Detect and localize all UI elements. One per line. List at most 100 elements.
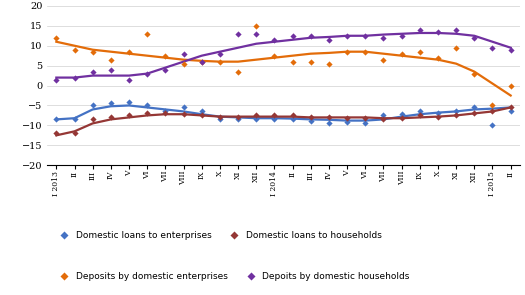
Point [52, 117, 60, 122]
Point [197, 113, 206, 118]
Point [52, 77, 60, 82]
Point [70, 131, 79, 136]
Point [325, 61, 333, 66]
Point [197, 59, 206, 64]
Point [397, 112, 406, 117]
Point [107, 115, 115, 120]
Point [397, 33, 406, 38]
Point [252, 113, 260, 118]
Point [52, 131, 60, 136]
Point [180, 51, 188, 56]
Point [325, 121, 333, 126]
Point [107, 67, 115, 72]
Point [379, 35, 387, 40]
Point [507, 105, 515, 110]
Point [470, 111, 478, 116]
Point [107, 101, 115, 106]
Point [343, 49, 351, 54]
Point [89, 102, 97, 107]
Point [361, 116, 370, 121]
Point [216, 117, 224, 122]
Point [270, 117, 279, 122]
Point [379, 113, 387, 118]
Point [216, 51, 224, 56]
Point [125, 100, 133, 105]
Point [125, 49, 133, 54]
Point [488, 45, 497, 50]
Point [379, 57, 387, 62]
Point [180, 112, 188, 117]
Point [161, 67, 170, 72]
Point [307, 33, 315, 38]
Point [270, 113, 279, 118]
Point [52, 35, 60, 40]
Point [434, 114, 442, 119]
Point [143, 111, 151, 116]
Point [307, 118, 315, 123]
Point [343, 116, 351, 121]
Point [452, 109, 460, 114]
Point [180, 105, 188, 110]
Point [234, 117, 242, 122]
Point [107, 57, 115, 62]
Point [161, 111, 170, 116]
Point [180, 61, 188, 66]
Point [216, 59, 224, 64]
Point [125, 77, 133, 82]
Point [379, 117, 387, 122]
Point [416, 49, 424, 54]
Point [89, 49, 97, 54]
Point [197, 109, 206, 114]
Point [343, 120, 351, 124]
Point [307, 114, 315, 119]
Point [89, 69, 97, 74]
Point [361, 49, 370, 54]
Point [470, 35, 478, 40]
Point [452, 27, 460, 32]
Point [270, 37, 279, 42]
Point [452, 45, 460, 50]
Point [125, 113, 133, 118]
Point [197, 59, 206, 64]
Point [507, 47, 515, 52]
Point [343, 33, 351, 38]
Point [161, 53, 170, 58]
Point [70, 75, 79, 80]
Point [288, 33, 297, 38]
Point [252, 31, 260, 36]
Point [434, 55, 442, 60]
Point [488, 109, 497, 114]
Point [143, 102, 151, 107]
Point [397, 116, 406, 121]
Legend: Domestic loans to enterprises, Domestic loans to households: Domestic loans to enterprises, Domestic … [52, 227, 386, 243]
Point [325, 115, 333, 120]
Point [397, 51, 406, 56]
Point [307, 59, 315, 64]
Point [270, 53, 279, 58]
Point [416, 109, 424, 114]
Point [361, 121, 370, 126]
Point [234, 69, 242, 74]
Point [507, 109, 515, 114]
Point [89, 117, 97, 122]
Point [416, 27, 424, 32]
Point [234, 31, 242, 36]
Point [143, 31, 151, 36]
Point [452, 113, 460, 118]
Point [70, 117, 79, 122]
Point [470, 71, 478, 76]
Legend: Deposits by domestic enterprises, Depoits by domestic households: Deposits by domestic enterprises, Depoit… [52, 268, 413, 285]
Point [325, 37, 333, 42]
Point [434, 110, 442, 115]
Point [143, 71, 151, 76]
Point [416, 113, 424, 118]
Point [488, 103, 497, 108]
Point [252, 24, 260, 28]
Point [216, 115, 224, 120]
Point [161, 109, 170, 114]
Point [288, 59, 297, 64]
Point [252, 117, 260, 122]
Point [488, 123, 497, 128]
Point [234, 114, 242, 119]
Point [361, 33, 370, 38]
